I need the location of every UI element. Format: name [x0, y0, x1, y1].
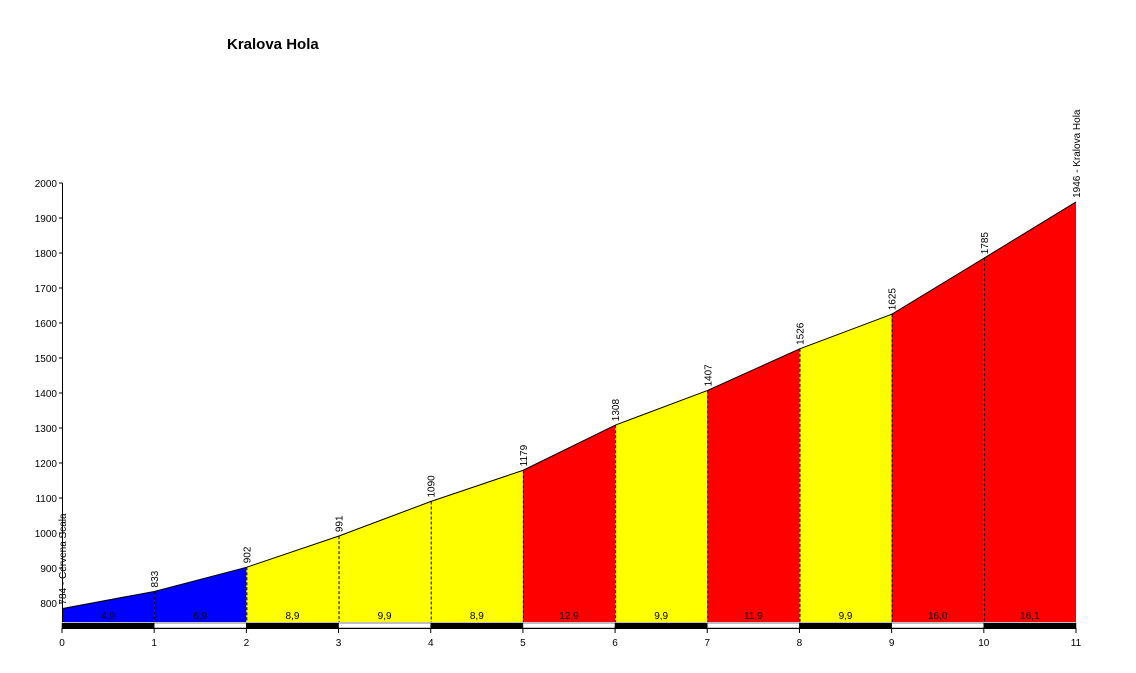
- gradient-label: 11,9: [744, 611, 763, 622]
- x-tick-label: 2: [244, 638, 250, 649]
- y-tick-label: 1900: [35, 214, 58, 225]
- scale-bar-segment-2: [246, 622, 339, 629]
- y-tick-label: 1300: [35, 424, 58, 435]
- scale-bar-segment-1: [153, 622, 247, 629]
- gradient-label: 8,9: [470, 611, 484, 622]
- elevation-label: 833: [150, 570, 161, 587]
- scale-bar-segment-10: [983, 622, 1077, 629]
- y-tick-label: 900: [40, 564, 57, 575]
- x-tick-label: 3: [336, 638, 342, 649]
- gradient-labels: 4,9 6,9 8,9 9,9 8,9 12,9 9,9 11,9 9,9 16,0 16,1: [101, 611, 1040, 622]
- x-tick-label: 1: [151, 638, 157, 649]
- profile-outline: [61, 201, 1077, 610]
- y-tick-label: 1100: [35, 494, 57, 505]
- profile-segment-0: [62, 591, 155, 622]
- x-tick-label: 11: [1071, 638, 1082, 649]
- gradient-label: 4,9: [101, 611, 115, 622]
- y-tick-label: 2000: [35, 179, 58, 190]
- profile-segment-8: [799, 314, 892, 622]
- scale-bar-segment-3: [338, 622, 431, 629]
- elevation-label: 1526: [795, 322, 806, 345]
- scale-bar-segment-9: [891, 622, 985, 629]
- profile-segment-4: [430, 470, 523, 622]
- gradient-label: 9,9: [378, 611, 392, 622]
- scale-bar-segment-7: [707, 622, 800, 629]
- x-tick-label: 10: [978, 638, 990, 649]
- x-tick-label: 0: [59, 638, 65, 649]
- profile-segment-2: [246, 536, 339, 622]
- km-dividers: [154, 258, 985, 622]
- profile-segment-7: [707, 348, 800, 622]
- y-tick-label: 1000: [35, 529, 58, 540]
- x-tick-label: 7: [704, 638, 710, 649]
- gradient-label: 16,0: [928, 611, 948, 622]
- x-tick-label: 4: [428, 638, 434, 649]
- gradient-label: 9,9: [654, 611, 668, 622]
- scale-bar-segment-8: [799, 622, 892, 629]
- elevation-label: 784 - Cervena Scala: [58, 513, 69, 605]
- gradient-label: 16,1: [1020, 611, 1040, 622]
- profile-segment-6: [615, 390, 708, 622]
- x-tick-label: 5: [520, 638, 526, 649]
- x-axis: 0 1 2 3 4 5 6 7 8 9 10 11: [59, 628, 1082, 649]
- profile-line: [61, 201, 1077, 610]
- gradient-label: 12,9: [559, 611, 579, 622]
- scale-bar-segment-0: [61, 622, 155, 629]
- profile-segment-10: [983, 201, 1076, 622]
- x-tick-label: 6: [612, 638, 618, 649]
- profile-areas: [62, 201, 1076, 622]
- x-tick-label: 8: [797, 638, 803, 649]
- y-tick-label: 800: [40, 599, 57, 610]
- y-tick-label: 1500: [35, 354, 58, 365]
- y-tick-label: 1400: [35, 389, 58, 400]
- km-scale-bar: [61, 622, 1077, 629]
- elevation-label: 1179: [519, 444, 530, 466]
- scale-bar-segment-4: [430, 622, 524, 629]
- elevation-label: 1785: [980, 232, 991, 255]
- y-tick-label: 1600: [35, 319, 58, 330]
- scale-bar-segment-6: [614, 622, 708, 629]
- elevation-labels: 784 - Cervena Scala 833 902 991 1090 1179 1308…: [58, 109, 1083, 605]
- elevation-label: 1090: [427, 475, 438, 498]
- elevation-label: 902: [242, 546, 253, 563]
- scale-bar-segment-5: [522, 622, 616, 629]
- gradient-label: 8,9: [286, 611, 300, 622]
- profile-segment-3: [338, 501, 431, 622]
- elevation-label: 1625: [888, 288, 899, 311]
- chart-title: Kralova Hola: [227, 36, 319, 53]
- y-tick-label: 1700: [35, 284, 58, 295]
- elevation-label: 1946 - Kralova Hola: [1072, 109, 1083, 198]
- profile-segment-9: [891, 258, 984, 622]
- y-tick-label: 1800: [35, 249, 58, 260]
- y-tick-label: 1200: [35, 459, 58, 470]
- x-tick-label: 9: [889, 638, 895, 649]
- elevation-label: 991: [335, 515, 346, 532]
- profile-segment-1: [154, 567, 247, 622]
- elevation-label: 1407: [703, 364, 714, 387]
- elevation-label: 1308: [611, 399, 622, 422]
- profile-segment-5: [522, 425, 616, 622]
- gradient-label: 6,9: [193, 611, 207, 622]
- gradient-label: 9,9: [839, 611, 853, 622]
- y-axis: 800 900 1000 1100 1200 1300 1400 1500 1600 1700 18…: [35, 179, 63, 622]
